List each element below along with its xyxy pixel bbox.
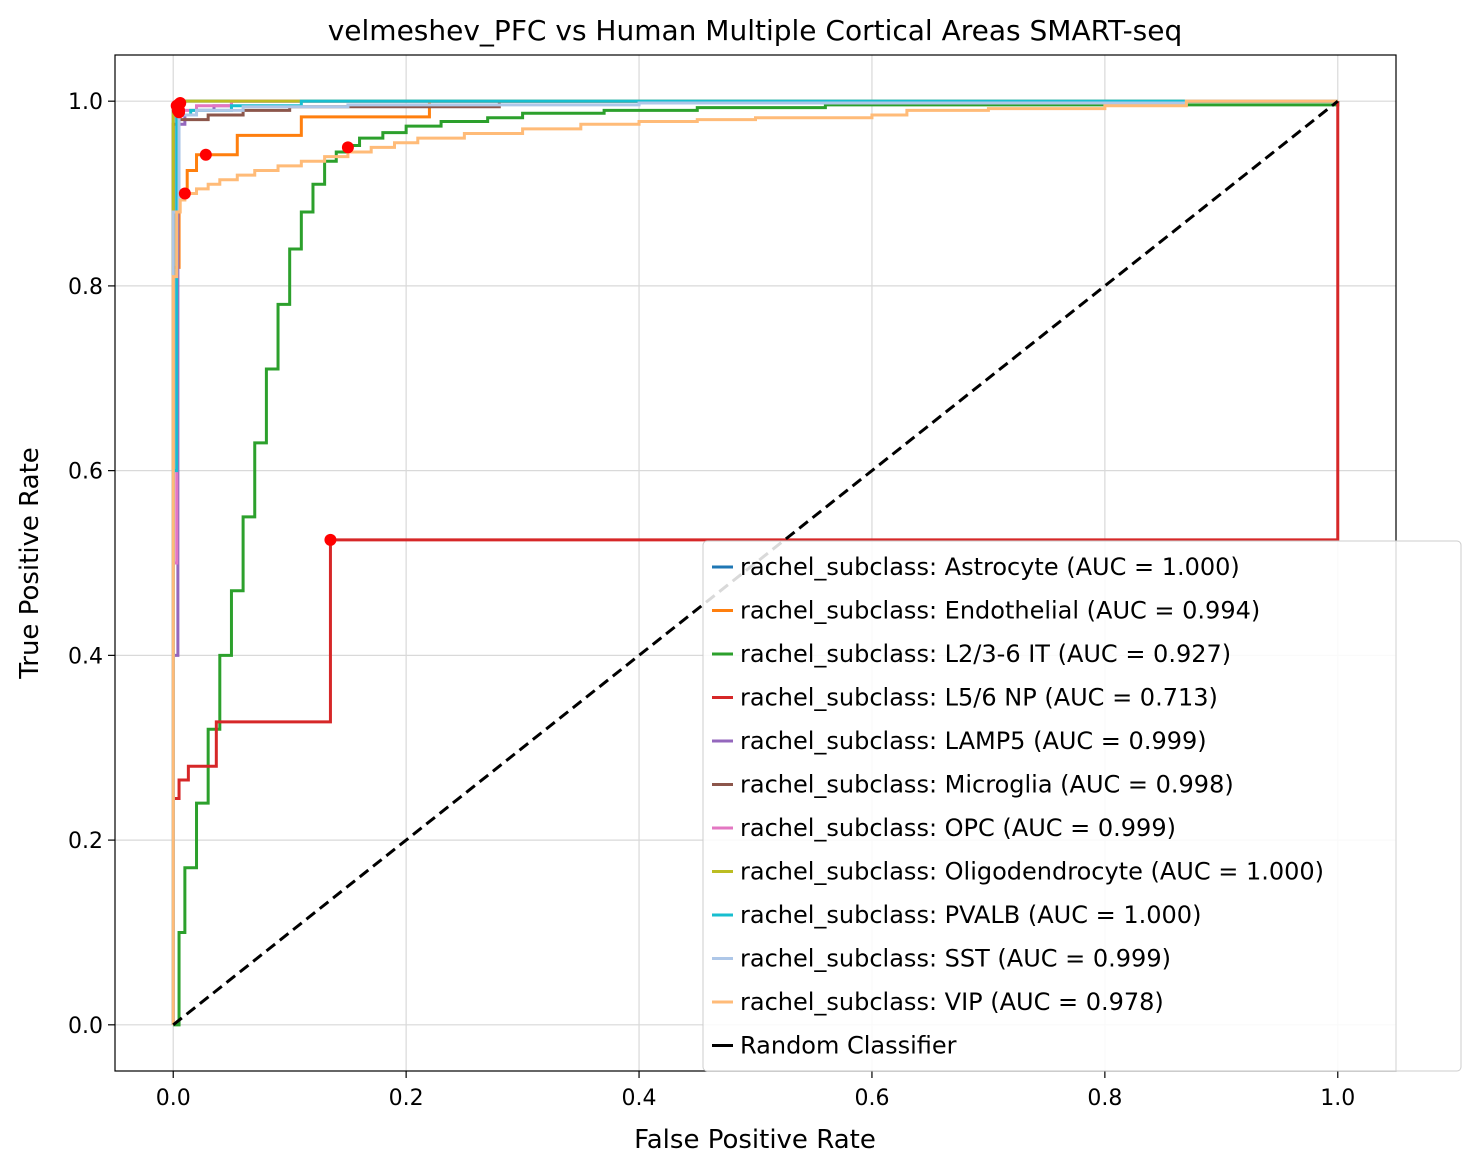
plot-markers	[170, 97, 354, 546]
y-tick-label: 1.0	[68, 90, 103, 115]
legend-entry: rachel_subclass: PVALB (AUC = 1.000)	[740, 901, 1201, 929]
roc-curve-11	[172, 100, 1339, 1026]
y-tick-label: 0.4	[68, 644, 103, 669]
legend-entry: rachel_subclass: Astrocyte (AUC = 1.000)	[740, 553, 1240, 581]
optimal-threshold-marker	[173, 104, 186, 117]
chart-title: velmeshev_PFC vs Human Multiple Cortical…	[328, 14, 1183, 47]
x-tick-label: 0.4	[622, 1086, 657, 1111]
roc-curve-8	[171, 99, 1338, 1025]
legend: rachel_subclass: Astrocyte (AUC = 1.000)…	[702, 540, 1462, 1072]
y-tick-label: 0.6	[68, 460, 103, 485]
roc-curve-3	[171, 101, 1340, 1025]
optimal-threshold-marker	[341, 141, 354, 154]
roc-curve-10	[171, 99, 1338, 1025]
x-tick-label: 0.2	[389, 1086, 424, 1111]
legend-entry: rachel_subclass: LAMP5 (AUC = 0.999)	[740, 727, 1207, 755]
legend-entry: rachel_subclass: OPC (AUC = 0.999)	[740, 814, 1176, 842]
y-tick-label: 0.2	[68, 829, 103, 854]
legend-entry: rachel_subclass: L5/6 NP (AUC = 0.713)	[740, 684, 1218, 712]
y-tick-label: 0.8	[68, 275, 103, 300]
x-tick-label: 0.8	[1087, 1086, 1122, 1111]
y-axis-label: True Positive Rate	[15, 447, 45, 680]
optimal-threshold-marker	[199, 148, 212, 161]
legend-entry: rachel_subclass: SST (AUC = 0.999)	[740, 945, 1171, 973]
x-tick-label: 0.6	[854, 1086, 889, 1111]
legend-entry: rachel_subclass: L2/3-6 IT (AUC = 0.927)	[740, 640, 1231, 668]
legend-entry: rachel_subclass: VIP (AUC = 0.978)	[740, 988, 1164, 1016]
optimal-threshold-marker	[178, 187, 191, 200]
legend-entry: rachel_subclass: Endothelial (AUC = 0.99…	[740, 597, 1260, 625]
x-tick-label: 0.0	[156, 1086, 191, 1111]
legend-entry: rachel_subclass: Microglia (AUC = 0.998)	[740, 771, 1234, 799]
ticks: 0.0 0.2 0.4 0.6 0.8 1.0 0.0 0.2 0.4 0.6 0.8 1.0	[68, 90, 1355, 1111]
legend-entry: rachel_subclass: Oligodendrocyte (AUC = …	[740, 858, 1324, 886]
y-tick-label: 0.0	[68, 1014, 103, 1039]
legend-entry: Random Classifier	[740, 1032, 957, 1060]
x-axis-label: False Positive Rate	[634, 1125, 876, 1155]
legend-box	[702, 540, 1462, 1072]
optimal-threshold-marker	[324, 533, 337, 546]
x-tick-label: 1.0	[1320, 1086, 1355, 1111]
